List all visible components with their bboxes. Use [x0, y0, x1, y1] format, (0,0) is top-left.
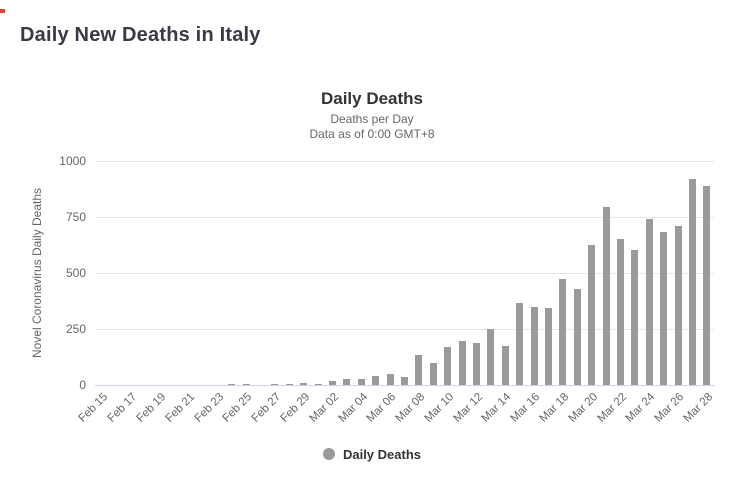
chart-subtitle-line1: Deaths per Day [330, 112, 414, 126]
x-tick-label: Feb 21 [163, 391, 198, 425]
x-tick-label: Mar 10 [422, 391, 457, 425]
x-axis-line [95, 385, 715, 386]
chart-subtitle-line2: Data as of 0:00 GMT+8 [309, 127, 435, 141]
x-tick-label: Feb 15 [76, 391, 111, 425]
legend-label: Daily Deaths [342, 446, 422, 462]
x-tick-label: Feb 27 [249, 391, 284, 425]
bar-mar-28[interactable] [703, 185, 711, 385]
gridline [95, 161, 714, 162]
gridline [95, 217, 714, 218]
bar-mar-06[interactable] [386, 374, 394, 385]
x-tick-label: Mar 08 [393, 391, 428, 425]
bar-mar-11[interactable] [458, 341, 466, 385]
x-tick-label: Feb 23 [192, 391, 226, 425]
bar-mar-02[interactable] [329, 380, 337, 385]
bar-mar-19[interactable] [573, 289, 581, 385]
x-tick-label: Mar 02 [307, 391, 342, 425]
x-tick-label: Mar 06 [364, 391, 399, 425]
bar-mar-18[interactable] [559, 278, 567, 385]
x-tick-label: Mar 28 [681, 391, 716, 425]
bar-mar-26[interactable] [674, 225, 682, 385]
x-tick-label: Mar 04 [336, 391, 370, 425]
bar-mar-24[interactable] [645, 218, 653, 385]
bar-mar-20[interactable] [588, 244, 596, 385]
bar-mar-23[interactable] [631, 250, 639, 385]
y-tick-label: 250 [65, 322, 86, 336]
bar-mar-27[interactable] [688, 179, 696, 385]
bar-mar-13[interactable] [487, 329, 495, 385]
stray-red-mark [0, 9, 5, 13]
legend-item-daily-deaths[interactable]: Daily Deaths [20, 445, 724, 463]
bar-feb-29[interactable] [300, 383, 308, 385]
bar-feb-28[interactable] [285, 384, 293, 385]
bar-mar-22[interactable] [616, 239, 624, 385]
y-tick-label: 750 [65, 210, 86, 224]
x-tick-label: Mar 18 [537, 391, 572, 425]
bar-feb-24[interactable] [228, 384, 236, 385]
x-tick-label: Mar 24 [623, 391, 658, 425]
x-tick-label: Mar 16 [508, 391, 543, 425]
chart-header: Daily Deaths Deaths per Day Data as of 0… [20, 88, 724, 142]
x-tick-label: Mar 12 [451, 391, 485, 425]
chart-title: Daily Deaths [320, 89, 424, 108]
legend-marker-icon [322, 448, 335, 460]
bar-mar-01[interactable] [314, 383, 322, 385]
bar-mar-15[interactable] [516, 302, 524, 385]
y-tick-label: 0 [79, 378, 86, 392]
bar-mar-09[interactable] [429, 363, 437, 385]
bar-mar-17[interactable] [544, 307, 552, 385]
bar-mar-21[interactable] [602, 207, 610, 385]
bar-feb-27[interactable] [271, 383, 279, 385]
y-tick-label: 500 [65, 266, 86, 280]
bar-mar-14[interactable] [501, 345, 509, 385]
x-tick-label: Feb 19 [134, 391, 169, 425]
gridline [95, 273, 714, 274]
gridline [95, 329, 714, 330]
x-tick-label: Mar 20 [566, 391, 601, 425]
x-tick-label: Mar 26 [652, 391, 687, 425]
bar-mar-10[interactable] [444, 347, 452, 385]
x-tick-label: Feb 17 [105, 391, 140, 425]
bar-mar-25[interactable] [660, 232, 668, 385]
bar-mar-08[interactable] [415, 355, 423, 385]
bar-mar-16[interactable] [530, 306, 538, 385]
x-tick-label: Feb 29 [278, 391, 313, 425]
bar-mar-05[interactable] [372, 375, 380, 385]
bar-mar-07[interactable] [401, 376, 408, 385]
bar-mar-03[interactable] [343, 378, 351, 385]
x-tick-label: Mar 22 [595, 391, 629, 425]
x-tick-label: Mar 14 [479, 391, 514, 425]
x-tick-label: Feb 25 [220, 391, 255, 425]
bar-mar-04[interactable] [357, 378, 365, 385]
chart-subtitle: Deaths per Day Data as of 0:00 GMT+8 [20, 112, 724, 142]
y-tick-label: 1000 [59, 154, 86, 168]
page-title: Daily New Deaths in Italy [20, 24, 261, 46]
bar-mar-12[interactable] [472, 342, 480, 385]
bar-feb-25[interactable] [242, 384, 250, 385]
